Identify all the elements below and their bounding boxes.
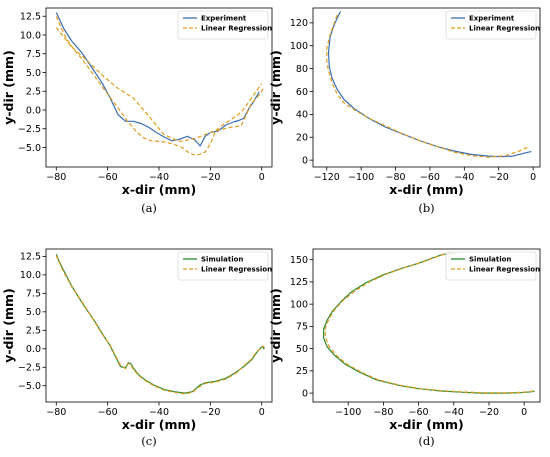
series-line-3: [55, 27, 265, 143]
x-tick-label: −60: [98, 407, 118, 418]
y-tick-label: 60: [296, 87, 308, 98]
series-line-1: [327, 11, 532, 158]
y-tick-label: 150: [290, 255, 308, 266]
x-tick-label: −20: [200, 172, 220, 183]
x-tick-label: −40: [149, 172, 169, 183]
series-line-2: [55, 16, 263, 156]
y-tick-label: 40: [296, 110, 308, 121]
x-tick-label: −100: [335, 407, 361, 418]
x-tick-label: −20: [479, 407, 499, 418]
x-tick-label: 0: [521, 407, 527, 418]
x-axis-label: x-dir (mm): [389, 182, 463, 197]
x-tick-label: −20: [489, 172, 509, 183]
legend-box: [177, 10, 269, 40]
y-tick-label: 2.5: [26, 326, 41, 337]
legend-label: Linear Regression: [201, 266, 272, 274]
legend-label: Simulation: [201, 256, 243, 264]
series-line-1: [55, 12, 260, 147]
x-axis-label: x-dir (mm): [389, 417, 463, 432]
y-tick-label: 7.5: [26, 289, 41, 300]
chart-panel-3: −80 −60 −40 −20 0 −5.0 −2.5 0.0 2.5 5.0 7.5 10.0 12.…: [1, 248, 273, 448]
series-line-2: [55, 255, 265, 395]
x-tick-label: −20: [200, 407, 220, 418]
panel-caption: (c): [141, 434, 156, 448]
y-tick-label: 125: [290, 277, 308, 288]
legend-label: Experiment: [201, 15, 247, 23]
x-tick-label: −80: [373, 407, 393, 418]
legend-label: Linear Regression: [469, 266, 540, 274]
y-axis-label: y-dir (mm): [1, 288, 16, 363]
x-tick-label: −60: [98, 172, 118, 183]
legend-label: Experiment: [469, 15, 515, 23]
y-tick-label: 5.0: [26, 307, 41, 318]
x-tick-label: −40: [149, 407, 169, 418]
legend-box: [177, 251, 269, 281]
panel-caption: (b): [418, 201, 434, 215]
x-tick-label: −80: [46, 172, 66, 183]
y-tick-label: 100: [290, 41, 308, 52]
plot-frame: [312, 248, 541, 403]
chart-panel-2: −120 −100 −80 −60 −40 −20 0 0 20 40 60 80 100 120 x-di…: [268, 7, 541, 215]
chart-panel-1: −80 −60 −40 −20 0 −5.0 −2.5 0.0 2.5 5.0 7.5 10.0 12.…: [1, 7, 273, 215]
y-tick-label: 0.0: [26, 105, 41, 116]
y-tick-label: −2.5: [18, 363, 41, 374]
chart-panel-4: −100 −80 −60 −40 −20 0 0 25 50 75 100 125 150 x-dir (…: [268, 248, 541, 448]
legend-box: [445, 10, 537, 40]
y-axis-label: y-dir (mm): [268, 50, 283, 125]
y-tick-label: 100: [290, 299, 308, 310]
x-tick-label: −80: [386, 172, 406, 183]
x-tick-label: −60: [420, 172, 440, 183]
legend-label: Linear Regression: [201, 25, 272, 33]
y-tick-label: 10.0: [20, 270, 41, 281]
x-tick-label: −60: [409, 407, 429, 418]
x-tick-label: −80: [46, 407, 66, 418]
x-tick-label: −40: [444, 407, 464, 418]
series-line-2: [326, 14, 530, 158]
y-tick-label: 25: [296, 366, 308, 377]
x-axis-label: x-dir (mm): [122, 182, 196, 197]
y-tick-label: 0: [302, 388, 308, 399]
y-tick-label: 12.5: [20, 12, 41, 23]
y-tick-label: 0.0: [26, 344, 41, 355]
y-tick-label: −5.0: [18, 381, 41, 392]
y-tick-label: 80: [296, 64, 308, 75]
y-tick-label: 2.5: [26, 87, 41, 98]
x-axis-label: x-dir (mm): [122, 417, 196, 432]
y-tick-label: 5.0: [26, 68, 41, 79]
y-tick-label: 0: [302, 155, 308, 166]
series-line-2: [324, 252, 534, 394]
y-axis-label: y-dir (mm): [1, 50, 16, 125]
legend-label: Linear Regression: [469, 25, 540, 33]
y-tick-label: −5.0: [18, 143, 41, 154]
x-tick-label: 0: [259, 407, 265, 418]
plot-frame: [312, 7, 541, 168]
y-axis-label: y-dir (mm): [268, 288, 283, 363]
x-tick-label: −120: [314, 172, 340, 183]
legend-box: [445, 251, 537, 281]
y-tick-label: 7.5: [26, 49, 41, 60]
x-tick-label: −40: [454, 172, 474, 183]
panel-caption: (a): [141, 201, 157, 215]
y-tick-label: 50: [296, 344, 308, 355]
y-tick-label: 10.0: [20, 30, 41, 41]
y-tick-label: 75: [296, 322, 308, 333]
y-tick-label: 120: [290, 18, 308, 29]
x-tick-label: 0: [259, 172, 265, 183]
y-tick-label: −2.5: [18, 124, 41, 135]
legend-label: Simulation: [469, 256, 511, 264]
panel-caption: (d): [418, 434, 434, 448]
x-tick-label: 0: [530, 172, 536, 183]
x-tick-label: −100: [348, 172, 374, 183]
y-tick-label: 12.5: [20, 252, 41, 263]
y-tick-label: 20: [296, 133, 308, 144]
